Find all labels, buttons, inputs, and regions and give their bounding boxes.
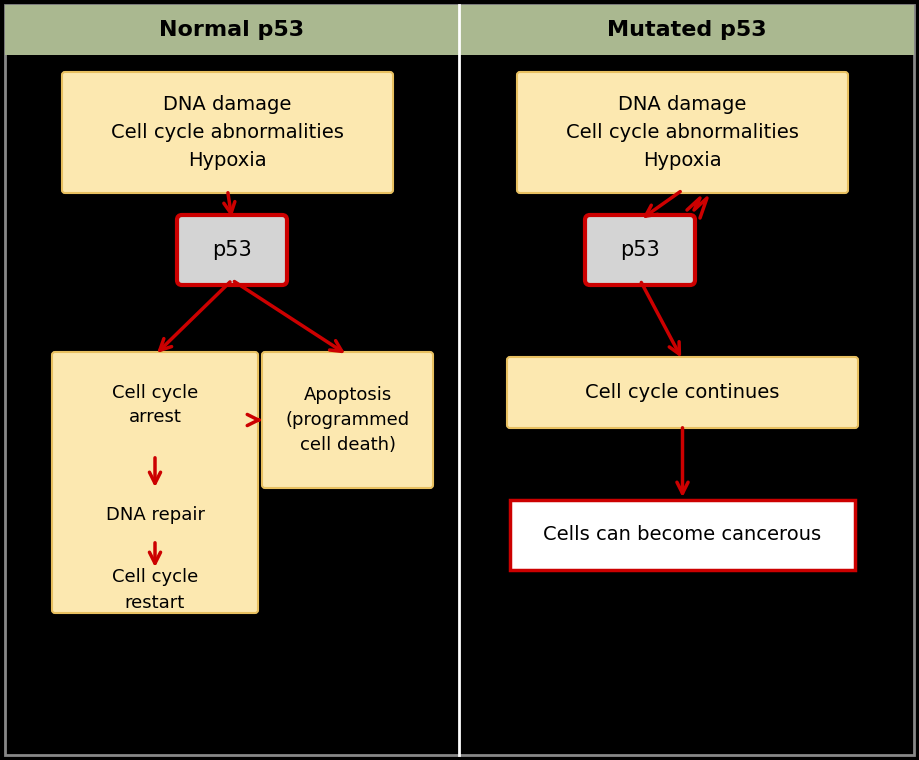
Text: Apoptosis
(programmed
cell death): Apoptosis (programmed cell death)	[286, 386, 410, 454]
Text: DNA repair: DNA repair	[106, 506, 205, 524]
FancyBboxPatch shape	[510, 500, 855, 570]
FancyBboxPatch shape	[507, 357, 858, 428]
Text: Cells can become cancerous: Cells can become cancerous	[543, 525, 822, 544]
Text: DNA damage
Cell cycle abnormalities
Hypoxia: DNA damage Cell cycle abnormalities Hypo…	[111, 95, 344, 170]
Text: Normal p53: Normal p53	[159, 20, 304, 40]
FancyBboxPatch shape	[262, 352, 433, 488]
Text: DNA damage
Cell cycle abnormalities
Hypoxia: DNA damage Cell cycle abnormalities Hypo…	[566, 95, 799, 170]
Text: p53: p53	[212, 240, 252, 260]
FancyBboxPatch shape	[5, 5, 914, 755]
Text: Cell cycle continues: Cell cycle continues	[585, 383, 779, 402]
FancyBboxPatch shape	[5, 5, 459, 55]
Text: Cell cycle
arrest: Cell cycle arrest	[112, 384, 199, 426]
Text: Mutated p53: Mutated p53	[607, 20, 766, 40]
FancyBboxPatch shape	[517, 72, 848, 193]
FancyBboxPatch shape	[585, 215, 695, 285]
FancyBboxPatch shape	[177, 215, 287, 285]
Text: p53: p53	[620, 240, 660, 260]
FancyBboxPatch shape	[460, 5, 914, 55]
Text: Cell cycle
restart: Cell cycle restart	[112, 568, 199, 612]
FancyBboxPatch shape	[62, 72, 393, 193]
FancyBboxPatch shape	[52, 352, 258, 613]
